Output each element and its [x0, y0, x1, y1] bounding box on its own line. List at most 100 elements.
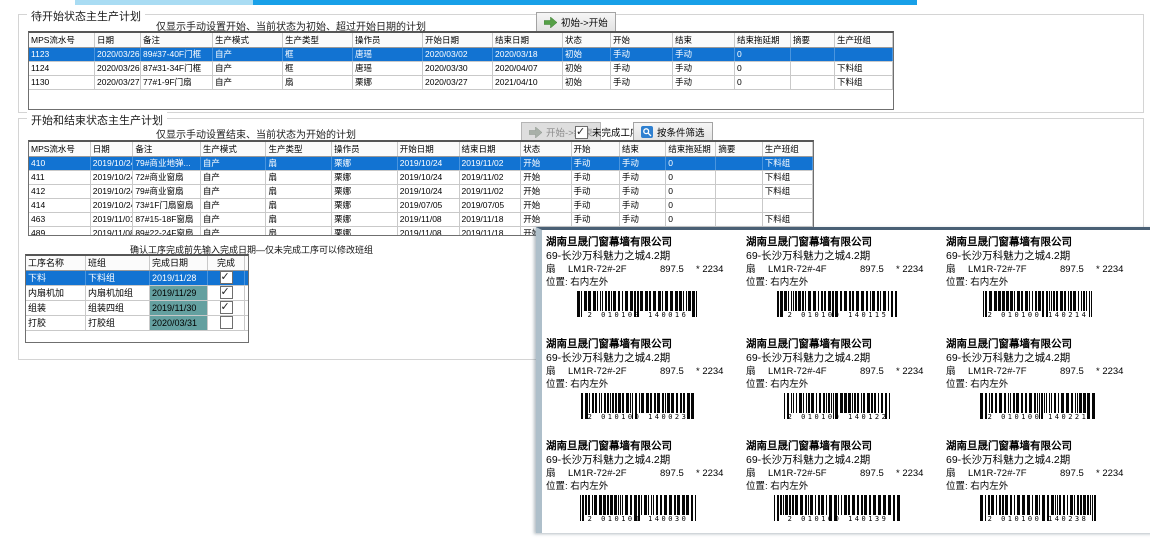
column-header[interactable]: 备注: [133, 142, 201, 156]
column-header[interactable]: 完成日期: [150, 256, 208, 270]
column-header[interactable]: 结束: [620, 142, 667, 156]
done-checkbox[interactable]: [219, 286, 233, 299]
barcode-preview-panel: [536, 227, 1150, 533]
barcode-digits: 2 010100 140139: [787, 515, 889, 523]
column-header[interactable]: 操作员: [332, 142, 398, 156]
column-header[interactable]: 工序名称: [26, 256, 86, 270]
label-height: * 2234: [1096, 468, 1124, 479]
completion-cell: [208, 286, 245, 300]
column-header[interactable]: 生产班组: [763, 142, 813, 156]
table-header-row: 工序名称 班组 完成日期 完成: [26, 256, 248, 271]
table-row[interactable]: 414 2019/10/24 73#1F门扇窗扇 自产 扇栗娜 2019/07/05…: [29, 199, 813, 213]
label-type: 扇: [746, 366, 756, 377]
process-row[interactable]: 内扇机加 内扇机加组 2019/11/29: [26, 286, 248, 301]
init-to-start-button[interactable]: 初始->开始: [536, 12, 616, 32]
process-row[interactable]: 下料 下料组 2019/11/28: [26, 271, 248, 286]
label-company: 湖南旦晟门窗幕墙有限公司: [546, 338, 672, 350]
label-model-row: 扇 LM1R-72#-4F 897.5 * 2234: [746, 365, 942, 378]
barcode-bars: [558, 393, 718, 419]
barcode: 2 010100 140115: [758, 291, 918, 319]
column-header[interactable]: 日期: [95, 33, 141, 47]
barcode-label: 湖南旦晟门窗幕墙有限公司 69-长沙万科魅力之城4.2期 扇 LM1R-72#-…: [546, 440, 742, 542]
column-header[interactable]: MPS流水号: [29, 142, 91, 156]
barcode-bars: [558, 291, 718, 317]
column-header[interactable]: 生产模式: [213, 33, 283, 47]
label-position: 位置: 右内左外: [546, 277, 609, 288]
column-header[interactable]: 生产班组: [835, 33, 893, 47]
barcode-label: 湖南旦晟门窗幕墙有限公司 69-长沙万科魅力之城4.2期 扇 LM1R-72#-…: [946, 236, 1142, 338]
table-row[interactable]: 463 2019/11/01 87#15-18F窗扇 自产 扇栗娜 2019/11/…: [29, 213, 813, 227]
column-header[interactable]: 结束拖延期: [735, 33, 791, 47]
completion-date-cell[interactable]: 2019/11/29: [150, 286, 208, 300]
table-row[interactable]: 1130 2020/03/27 77#1-9F门扇 自产 扇栗娜 2020/03/2…: [29, 76, 893, 90]
barcode-digits: 2 010100 140030: [587, 515, 689, 523]
column-header[interactable]: 开始: [572, 142, 620, 156]
label-project: 69-长沙万科魅力之城4.2期: [946, 352, 1071, 364]
label-model-row: 扇 LM1R-72#-2F 897.5 * 2234: [546, 467, 742, 480]
label-model-row: 扇 LM1R-72#-7F 897.5 * 2234: [946, 263, 1142, 276]
section2-title: 开始和结束状态主生产计划: [27, 112, 167, 128]
completion-date-cell[interactable]: 2019/11/28: [150, 271, 208, 285]
column-header[interactable]: 结束日期: [493, 33, 563, 47]
barcode-digits: 2 010100 140122: [787, 413, 889, 421]
column-header[interactable]: 操作员: [353, 33, 423, 47]
column-header[interactable]: 结束: [673, 33, 735, 47]
column-header[interactable]: 日期: [91, 142, 134, 156]
label-width: 897.5: [660, 366, 684, 377]
section2-subtitle: 仅显示手动设置结束、当前状态为开始的计划: [156, 130, 356, 141]
unfinished-process-checkbox[interactable]: 未完成工序: [575, 125, 640, 139]
label-company: 湖南旦晟门窗幕墙有限公司: [546, 440, 672, 452]
process-row[interactable]: 组装 组装四组 2019/11/30: [26, 301, 248, 316]
barcode-label: 湖南旦晟门窗幕墙有限公司 69-长沙万科魅力之城4.2期 扇 LM1R-72#-…: [546, 338, 742, 440]
checkbox-icon[interactable]: [575, 125, 588, 139]
barcode-bars: [958, 393, 1118, 419]
column-header[interactable]: 开始: [611, 33, 673, 47]
column-header[interactable]: 摘要: [791, 33, 835, 47]
filter-icon: [641, 126, 653, 138]
label-position: 位置: 右内左外: [946, 277, 1009, 288]
column-header[interactable]: 状态: [521, 142, 572, 156]
table-row[interactable]: 411 2019/10/24 72#商业窗扇 自产 扇栗娜 2019/10/24 20…: [29, 171, 813, 185]
done-checkbox[interactable]: [219, 271, 233, 284]
completion-date-cell[interactable]: 2019/11/30: [150, 301, 208, 315]
column-header[interactable]: 开始日期: [423, 33, 493, 47]
column-header[interactable]: 备注: [141, 33, 213, 47]
completion-cell: [208, 316, 245, 330]
label-project: 69-长沙万科魅力之城4.2期: [946, 250, 1071, 262]
barcode-digits: 2 010100 140023: [587, 413, 689, 421]
column-header[interactable]: 开始日期: [398, 142, 460, 156]
barcode: 2 010100 140238: [958, 495, 1118, 523]
column-header[interactable]: 摘要: [716, 142, 763, 156]
completion-date-cell[interactable]: 2020/03/31: [150, 316, 208, 330]
barcode: 2 010100 140030: [558, 495, 718, 523]
process-row[interactable]: 打胶 打胶组 2020/03/31: [26, 316, 248, 331]
barcode: 2 010100 140139: [758, 495, 918, 523]
label-position: 位置: 右内左外: [946, 379, 1009, 390]
table-row[interactable]: 1123 2020/03/26 89#37-40F门框 自产 框唐瑶 2020/03…: [29, 48, 893, 62]
column-header[interactable]: 结束日期: [460, 142, 522, 156]
column-header[interactable]: 生产模式: [201, 142, 267, 156]
column-header[interactable]: 班组: [86, 256, 150, 270]
column-header[interactable]: 结束拖延期: [666, 142, 717, 156]
table-header-row: MPS流水号 日期 备注 生产模式 生产类型 操作员 开始日期 结束日期 状态 开始 结束 结束拖延期…: [29, 142, 813, 157]
label-model: LM1R-72#-5F: [768, 468, 827, 479]
done-checkbox[interactable]: [219, 316, 233, 329]
column-header[interactable]: 状态: [563, 33, 611, 47]
column-header[interactable]: 生产类型: [283, 33, 353, 47]
table-row[interactable]: 1124 2020/03/26 87#31-34F门框 自产 框唐瑶 2020/03…: [29, 62, 893, 76]
barcode: 2 010100 140016: [558, 291, 718, 319]
label-project: 69-长沙万科魅力之城4.2期: [746, 454, 871, 466]
column-header[interactable]: MPS流水号: [29, 33, 95, 47]
done-checkbox[interactable]: [219, 301, 233, 314]
filter-by-condition-button[interactable]: 按条件筛选: [633, 122, 713, 142]
table-row[interactable]: 410 2019/10/24 79#商业地弹... 自产 扇栗娜 2019/10/2…: [29, 157, 813, 171]
barcode-bars: [558, 495, 718, 521]
column-header[interactable]: 生产类型: [266, 142, 333, 156]
label-model: LM1R-72#-2F: [568, 468, 627, 479]
column-header[interactable]: 完成: [208, 256, 245, 270]
label-company: 湖南旦晟门窗幕墙有限公司: [746, 440, 872, 452]
barcode: 2 010100 140122: [758, 393, 918, 421]
table-row[interactable]: 412 2019/10/24 79#商业窗扇 自产 扇栗娜 2019/10/24 20…: [29, 185, 813, 199]
label-model: LM1R-72#-2F: [568, 264, 627, 275]
barcode-label: 湖南旦晟门窗幕墙有限公司 69-长沙万科魅力之城4.2期 扇 LM1R-72#-…: [546, 236, 742, 338]
